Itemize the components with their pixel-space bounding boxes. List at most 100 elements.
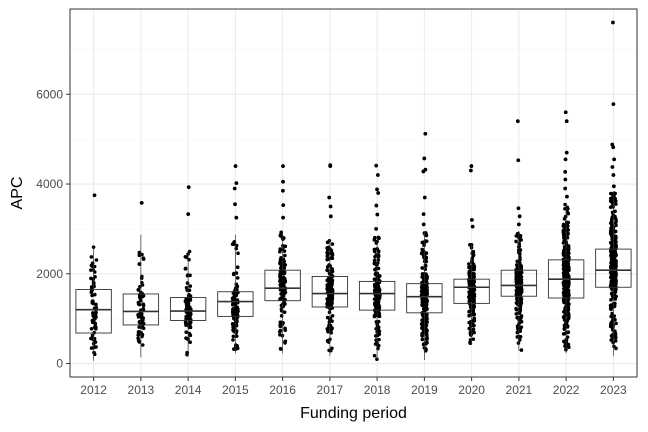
data-point — [469, 332, 474, 337]
data-point — [519, 319, 524, 324]
box-iqr — [453, 278, 490, 304]
data-point — [372, 297, 377, 301]
outlier-point — [421, 212, 426, 216]
data-point — [325, 254, 330, 258]
box-2017 — [311, 240, 349, 356]
box-2020 — [453, 244, 490, 345]
data-point — [608, 249, 613, 253]
data-point — [422, 299, 427, 304]
data-point — [469, 319, 473, 324]
data-point — [612, 314, 617, 318]
data-point — [565, 324, 570, 328]
boxes-layer — [75, 191, 632, 361]
data-point — [236, 309, 240, 314]
data-point — [517, 310, 522, 315]
data-point — [565, 246, 570, 250]
data-point — [613, 279, 617, 284]
data-point — [91, 312, 96, 316]
data-point — [472, 330, 476, 335]
data-point — [517, 244, 522, 248]
box-2022 — [547, 203, 585, 354]
outlier-point — [234, 181, 239, 186]
data-point — [561, 332, 566, 336]
data-point — [92, 350, 96, 355]
outlier-point — [422, 195, 427, 200]
data-point — [376, 303, 381, 308]
outlier-point — [469, 218, 474, 222]
data-point — [420, 251, 424, 255]
data-point — [372, 258, 377, 263]
data-point — [614, 202, 618, 206]
data-point — [423, 275, 427, 280]
data-point — [565, 291, 570, 296]
box-iqr — [169, 297, 207, 321]
outlier-point — [469, 164, 474, 168]
data-point — [515, 330, 520, 335]
data-point — [610, 326, 615, 331]
outlier-point — [281, 179, 285, 184]
data-point — [279, 258, 283, 262]
data-point — [564, 287, 569, 291]
data-point — [140, 325, 145, 330]
data-point — [467, 309, 471, 314]
data-point — [91, 277, 96, 282]
data-point — [377, 337, 381, 342]
outlier-point — [611, 184, 616, 189]
outlier-point — [563, 177, 568, 182]
data-point — [330, 256, 335, 261]
data-point — [613, 209, 617, 214]
data-point — [376, 249, 381, 253]
data-point — [519, 264, 524, 269]
data-point — [613, 217, 618, 221]
data-point — [326, 257, 331, 261]
data-point — [420, 337, 425, 342]
data-point — [425, 292, 429, 296]
data-point — [376, 333, 380, 338]
data-point — [613, 301, 617, 306]
data-point — [423, 239, 428, 243]
data-point — [94, 310, 98, 315]
data-point — [141, 303, 146, 308]
box-iqr — [264, 269, 301, 302]
outlier-point — [470, 224, 475, 229]
data-point — [420, 293, 424, 297]
box-iqr — [122, 293, 160, 326]
data-point — [420, 266, 425, 270]
data-point — [278, 260, 282, 265]
data-point — [377, 296, 382, 301]
outlier-point — [564, 119, 569, 124]
data-point — [420, 297, 425, 301]
data-point — [566, 249, 571, 254]
data-point — [141, 256, 146, 261]
data-point — [374, 253, 379, 257]
outlier-point — [563, 110, 568, 115]
outlier-point — [328, 214, 333, 219]
data-point — [89, 346, 94, 350]
x-tick-label: 2022 — [553, 383, 580, 397]
data-point — [610, 218, 614, 223]
data-point — [562, 217, 567, 221]
data-point — [467, 299, 472, 303]
data-point — [330, 319, 334, 323]
outlier-point — [611, 102, 616, 107]
data-point — [609, 338, 613, 342]
data-point — [419, 285, 424, 290]
box-2023 — [595, 191, 632, 356]
data-point — [614, 223, 618, 228]
data-point — [376, 285, 381, 290]
data-point — [515, 324, 520, 329]
data-point — [472, 292, 477, 297]
y-tick-label: 2000 — [36, 267, 63, 281]
y-tick-label: 0 — [56, 357, 63, 371]
data-point — [519, 238, 523, 242]
outlier-point — [233, 164, 238, 168]
data-point — [467, 281, 472, 285]
data-point — [563, 280, 567, 284]
data-point — [420, 333, 424, 338]
data-point — [613, 334, 618, 338]
data-point — [374, 293, 378, 298]
data-point — [281, 284, 285, 288]
data-point — [94, 345, 98, 349]
data-point — [278, 346, 283, 351]
